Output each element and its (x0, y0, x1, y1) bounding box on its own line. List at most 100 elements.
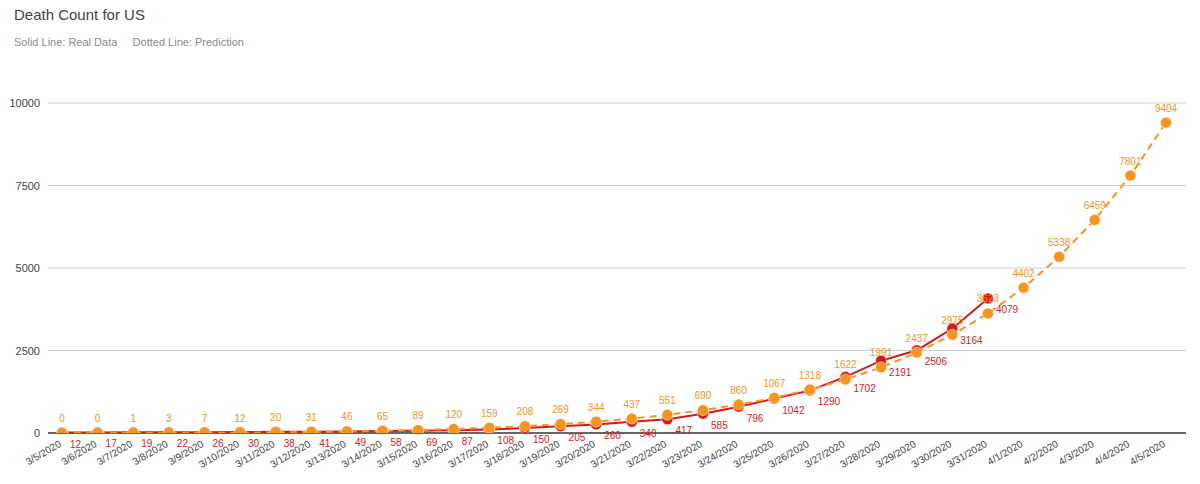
data-point (519, 421, 530, 432)
data-point (341, 426, 352, 433)
x-tick-label: 4/4/2020 (1092, 438, 1132, 467)
x-tick-label: 3/10/2020 (197, 438, 241, 470)
data-label: 108 (497, 435, 514, 446)
data-point (92, 427, 103, 433)
data-label: 344 (588, 402, 605, 413)
x-tick-label: 4/5/2020 (1128, 438, 1168, 467)
data-label: 30 (248, 438, 260, 449)
data-label: 6459 (1084, 200, 1107, 211)
data-label: 3623 (977, 293, 1000, 304)
data-point (484, 422, 495, 433)
data-point (235, 427, 246, 433)
data-label: 5338 (1048, 237, 1071, 248)
data-point (377, 426, 388, 433)
data-label: 1042 (782, 405, 805, 416)
grid-line (48, 350, 1186, 351)
data-label: 17 (106, 438, 118, 449)
data-label: 205 (569, 432, 586, 443)
data-point (555, 419, 566, 430)
data-group (57, 117, 1172, 433)
data-label: 69 (426, 437, 438, 448)
data-label: 1991 (870, 347, 893, 358)
data-point (57, 427, 68, 433)
data-label: 22 (177, 438, 189, 449)
data-label: 1702 (853, 383, 876, 394)
data-label: 26 (212, 438, 224, 449)
data-label: 1290 (818, 396, 841, 407)
data-label: 269 (552, 404, 569, 415)
series-line (62, 298, 988, 432)
y-tick-label: 7500 (16, 180, 40, 192)
data-point (1054, 251, 1065, 262)
page: {"chart_data": {"type": "line", "title":… (0, 0, 1200, 484)
data-point (662, 409, 673, 420)
data-label: 7801 (1119, 156, 1142, 167)
data-label: 1 (130, 413, 136, 424)
data-point (591, 416, 602, 427)
series-line (62, 123, 1166, 433)
data-label: 9404 (1155, 103, 1178, 114)
data-point (270, 427, 281, 433)
data-label: 4402 (1012, 268, 1035, 279)
data-point (804, 384, 815, 395)
x-tick-label: 3/7/2020 (95, 438, 135, 467)
data-point (199, 427, 210, 433)
data-label: 260 (604, 430, 621, 441)
data-label: 19 (141, 438, 153, 449)
data-point (1125, 170, 1136, 181)
data-label: 41 (319, 438, 331, 449)
data-label: 65 (377, 411, 389, 422)
data-label: 2975 (941, 315, 964, 326)
data-label: 20 (270, 412, 282, 423)
subtitle: Solid Line: Real Data Dotted Line: Predi… (14, 36, 244, 48)
data-label: 38 (284, 438, 296, 449)
data-label: 1622 (834, 359, 857, 370)
data-label: 12 (235, 413, 247, 424)
data-label: 87 (462, 436, 474, 447)
data-label: 340 (640, 428, 657, 439)
data-point (769, 393, 780, 404)
data-point (377, 425, 388, 433)
title: Death Count for US (14, 6, 145, 23)
data-point (57, 428, 68, 434)
data-point (1089, 214, 1100, 225)
x-tick-label: 4/1/2020 (985, 438, 1025, 467)
data-label: 120 (445, 409, 462, 420)
y-tick-label: 10000 (9, 97, 40, 109)
grid-line (48, 185, 1186, 186)
data-point (199, 427, 210, 433)
data-point (306, 426, 317, 433)
x-tick-label: 3/31/2020 (945, 438, 989, 470)
data-point (911, 347, 922, 358)
data-label: 3164 (960, 335, 983, 346)
x-tick-label: 4/3/2020 (1057, 438, 1097, 467)
data-label: 437 (623, 399, 640, 410)
data-point (947, 329, 958, 340)
data-label: 1318 (799, 370, 822, 381)
y-tick-label: 2500 (16, 345, 40, 357)
data-label: 2506 (925, 356, 948, 367)
grid-line (48, 103, 1186, 104)
x-tick-label: 3/6/2020 (59, 438, 99, 467)
data-point (341, 426, 352, 433)
data-label: 690 (695, 390, 712, 401)
data-point (235, 427, 246, 433)
data-labels: 1217192226303841495869871081502052603404… (59, 103, 1177, 450)
data-label: 0 (59, 413, 65, 424)
y-tick-label: 5000 (16, 262, 40, 274)
data-point (1018, 282, 1029, 293)
data-label: 0 (95, 413, 101, 424)
data-point (1161, 117, 1172, 128)
data-label: 2191 (889, 367, 912, 378)
data-point (698, 405, 709, 416)
data-label: 46 (341, 411, 353, 422)
data-point (128, 427, 139, 433)
data-label: 150 (533, 434, 550, 445)
x-tick-label: 4/2/2020 (1021, 438, 1061, 467)
data-point (413, 425, 424, 433)
data-point (840, 374, 851, 385)
data-label: 417 (675, 425, 692, 436)
data-label: 860 (730, 385, 747, 396)
chart-svg: Death Count for US Solid Line: Real Data … (0, 0, 1200, 484)
data-point (270, 426, 281, 433)
